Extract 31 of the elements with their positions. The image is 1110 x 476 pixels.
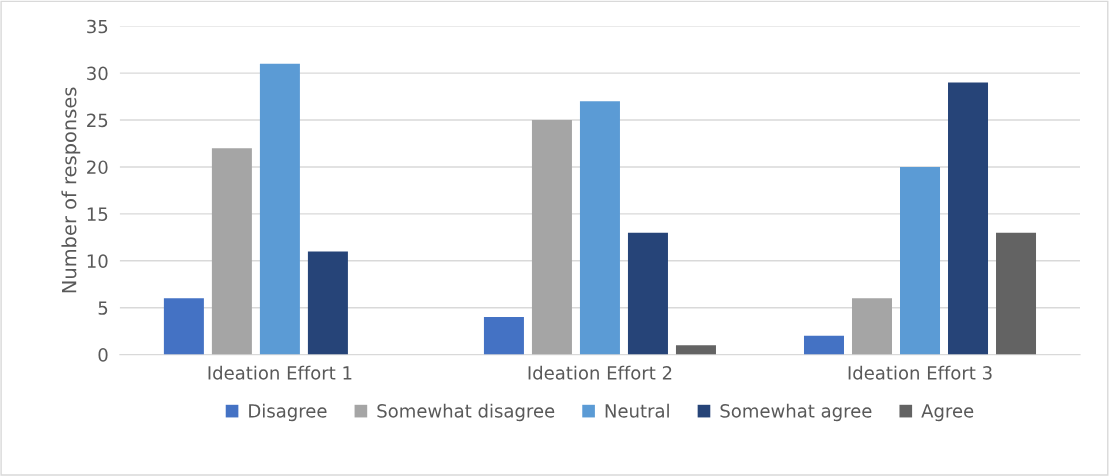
bar: [996, 232, 1037, 355]
bar: [483, 317, 524, 355]
x-tick-label: Ideation Effort 1: [208, 365, 352, 380]
y-tick-label: 20: [87, 160, 108, 175]
x-tick-label: Ideation Effort 3: [848, 365, 992, 380]
bar: [948, 82, 989, 355]
y-tick-label: 15: [87, 207, 108, 221]
legend-label: Somewhat disagree: [377, 403, 555, 422]
y-tick-label: 0: [98, 348, 108, 362]
legend-label: Agree: [921, 404, 974, 422]
bar: [900, 166, 941, 355]
bar: [163, 298, 204, 355]
legend-label: Neutral: [605, 403, 669, 418]
x-tick-label: Ideation Effort 2: [528, 365, 672, 380]
bar: [211, 148, 252, 355]
y-tick-label: 5: [98, 301, 108, 315]
bar: [307, 251, 348, 355]
bar: [579, 101, 620, 355]
legend-label: Somewhat agree: [720, 403, 872, 422]
bar: [803, 335, 844, 355]
y-tick-label: 30: [87, 66, 108, 81]
bar: [531, 120, 572, 355]
bar: [627, 232, 668, 355]
y-tick-label: 10: [87, 254, 108, 268]
bar: [851, 298, 892, 355]
bar: [675, 345, 716, 355]
legend-label: Disagree: [249, 403, 327, 422]
y-tick-label: 25: [87, 113, 108, 128]
y-axis-title: Number of responses: [61, 87, 81, 293]
y-tick-label: 35: [87, 19, 108, 34]
bar: [259, 63, 300, 355]
